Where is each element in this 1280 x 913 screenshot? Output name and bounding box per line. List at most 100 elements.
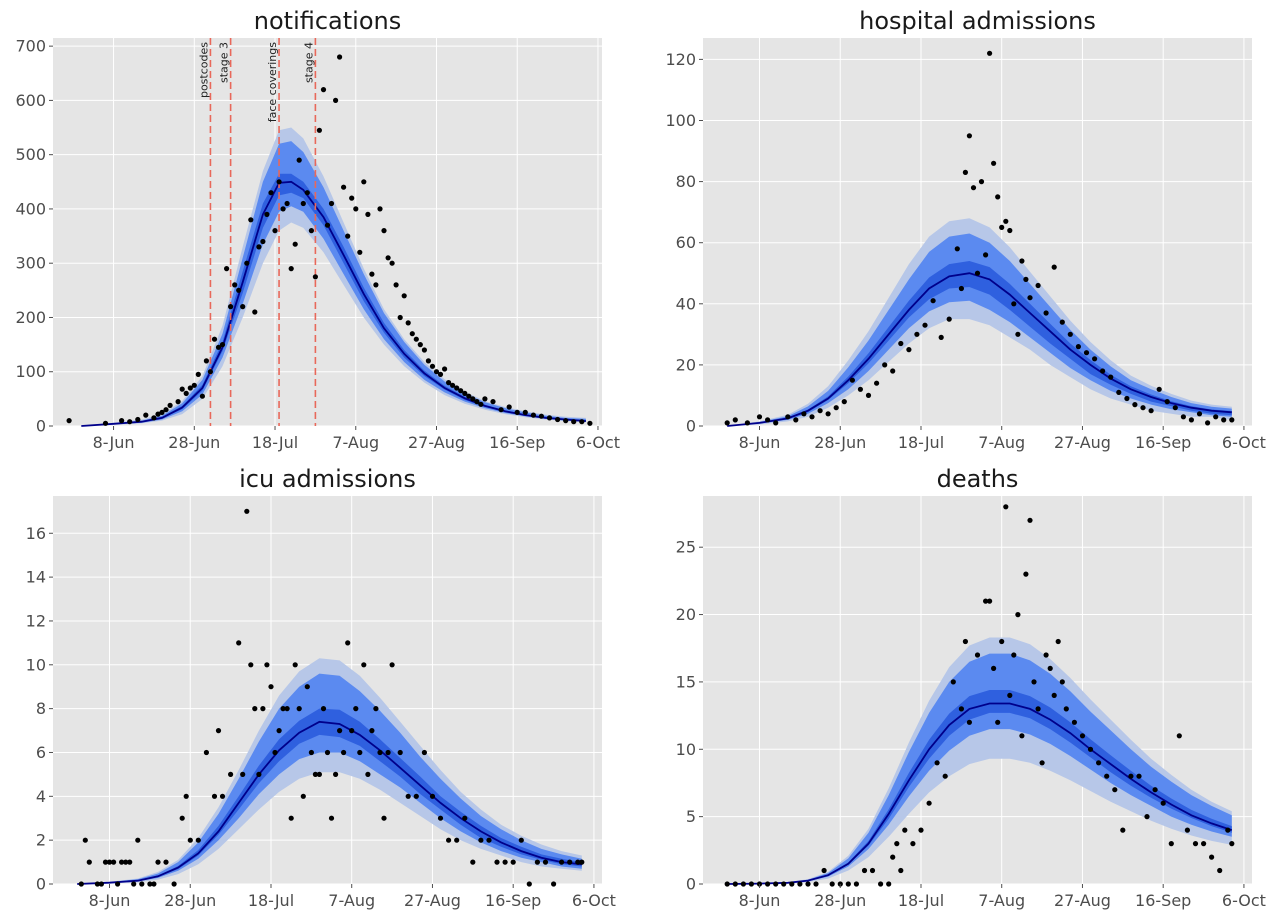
observed-point [546, 415, 553, 421]
observed-point [260, 238, 266, 245]
observed-point [1087, 746, 1094, 752]
observed-point [256, 771, 262, 778]
observed-point [377, 749, 383, 756]
y-tick-label: 20 [676, 605, 696, 624]
observed-point [312, 274, 318, 280]
observed-point [857, 386, 864, 392]
observed-point [805, 881, 811, 887]
observed-point [462, 815, 468, 821]
observed-point [1156, 386, 1162, 392]
observed-point [789, 881, 795, 887]
observed-point [381, 228, 387, 234]
observed-point [429, 793, 436, 799]
x-tick-label: 28-Jun [814, 433, 866, 452]
observed-point [922, 322, 928, 328]
observed-point [898, 867, 904, 874]
band-outer [727, 637, 1232, 884]
observed-point [187, 837, 193, 843]
observed-point [219, 342, 226, 348]
x-tick-label: 27-Aug [404, 891, 461, 910]
panel-title: hospital admissions [859, 7, 1096, 35]
observed-point [252, 309, 258, 315]
observed-point [571, 419, 577, 425]
y-tick-label: 500 [15, 145, 46, 164]
observed-point [1176, 733, 1182, 739]
y-tick-label: 2 [36, 831, 46, 850]
observed-point [135, 837, 141, 843]
observed-point [361, 179, 367, 185]
observed-point [155, 411, 161, 417]
observed-point [179, 386, 185, 392]
observed-point [1112, 787, 1118, 793]
observed-point [296, 157, 302, 163]
observed-point [135, 416, 141, 423]
observed-point [962, 638, 969, 645]
observed-point [357, 249, 363, 255]
observed-point [288, 266, 294, 272]
observed-point [268, 684, 274, 690]
observed-point [744, 420, 751, 426]
observed-point [1055, 638, 1061, 645]
observed-point [215, 344, 222, 350]
observed-point [1116, 389, 1122, 395]
y-tick-label: 200 [15, 308, 46, 327]
observed-point [817, 408, 823, 414]
event-label: stage 3 [218, 42, 231, 83]
observed-point [950, 679, 956, 685]
observed-point [401, 293, 407, 299]
observed-point [974, 270, 981, 276]
observed-point [207, 369, 213, 375]
observed-point [910, 841, 916, 847]
observed-point [115, 881, 121, 887]
observed-point [361, 662, 367, 668]
observed-point [393, 282, 399, 288]
observed-point [1035, 706, 1041, 712]
observed-point [732, 417, 738, 423]
observed-point [773, 420, 779, 426]
observed-point [228, 304, 234, 310]
observed-point [1063, 706, 1069, 712]
observed-point [991, 160, 997, 166]
observed-point [1120, 827, 1126, 833]
event-label: stage 4 [302, 42, 315, 83]
observed-point [502, 859, 508, 865]
y-tick-label: 120 [665, 50, 696, 69]
observed-point [284, 706, 290, 712]
observed-point [163, 407, 169, 413]
observed-point [878, 881, 884, 887]
observed-point [930, 298, 936, 304]
observed-point [482, 396, 488, 402]
panel-deaths: 0 5 10 15 20 25 8-Jun 28-Jun 18-Jul 7-Aug 27-Aug 16… [676, 465, 1266, 910]
y-tick-label: 80 [676, 172, 696, 191]
observed-point [1144, 814, 1150, 820]
observed-point [1180, 414, 1186, 420]
observed-point [224, 266, 230, 272]
observed-point [906, 347, 912, 353]
observed-point [106, 859, 113, 865]
observed-point [954, 246, 960, 252]
median-line [727, 702, 1233, 885]
observed-point [119, 418, 125, 424]
observed-point [369, 271, 375, 277]
observed-point [587, 420, 593, 426]
y-tick-label: 25 [676, 538, 696, 557]
observed-point [785, 414, 791, 420]
observed-point [94, 881, 100, 887]
observed-point [1196, 411, 1203, 417]
observed-point [389, 662, 395, 668]
observed-point [1007, 227, 1013, 234]
observed-point [942, 773, 948, 779]
x-tick-label: 7-Aug [332, 433, 379, 452]
observed-point [337, 728, 343, 734]
observed-point [373, 706, 379, 712]
observed-point [498, 407, 504, 413]
observed-point [127, 859, 133, 865]
observed-point [397, 749, 403, 756]
observed-point [264, 662, 270, 668]
observed-point [429, 363, 436, 369]
observed-point [732, 881, 738, 887]
observed-point [724, 420, 730, 426]
observed-point [845, 881, 851, 887]
y-tick-label: 20 [676, 355, 696, 374]
observed-point [312, 771, 318, 778]
